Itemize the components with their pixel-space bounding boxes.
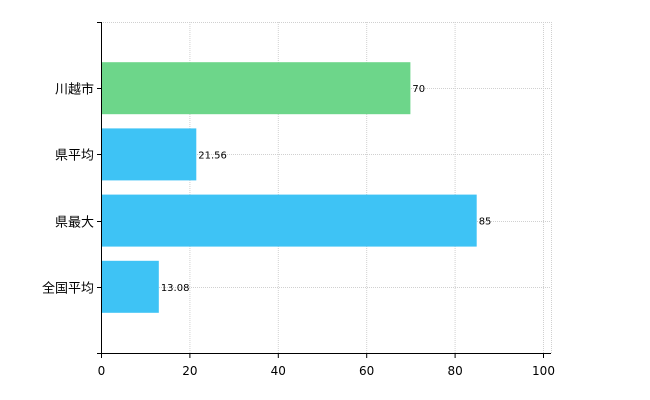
- bar: [102, 62, 411, 115]
- data-label: 13.08: [161, 283, 190, 294]
- x-tick-label: 0: [98, 364, 106, 378]
- axes: [97, 22, 551, 358]
- data-label: 85: [479, 217, 492, 228]
- bar: [102, 194, 477, 247]
- category-label: 全国平均: [42, 281, 94, 297]
- x-tick-label: 20: [182, 364, 197, 378]
- data-label: 70: [412, 84, 425, 95]
- x-tick-label: 100: [532, 364, 555, 378]
- category-label: 川越市: [55, 82, 94, 98]
- bars: [102, 62, 477, 313]
- data-label: 21.56: [198, 150, 227, 161]
- category-label: 県平均: [55, 149, 94, 164]
- x-tick-label: 40: [271, 364, 286, 378]
- bar: [102, 260, 159, 313]
- category-label: 県最大: [55, 216, 94, 231]
- x-tick-label: 60: [359, 364, 374, 378]
- x-tick-label: 80: [447, 364, 462, 378]
- bar: [102, 128, 197, 181]
